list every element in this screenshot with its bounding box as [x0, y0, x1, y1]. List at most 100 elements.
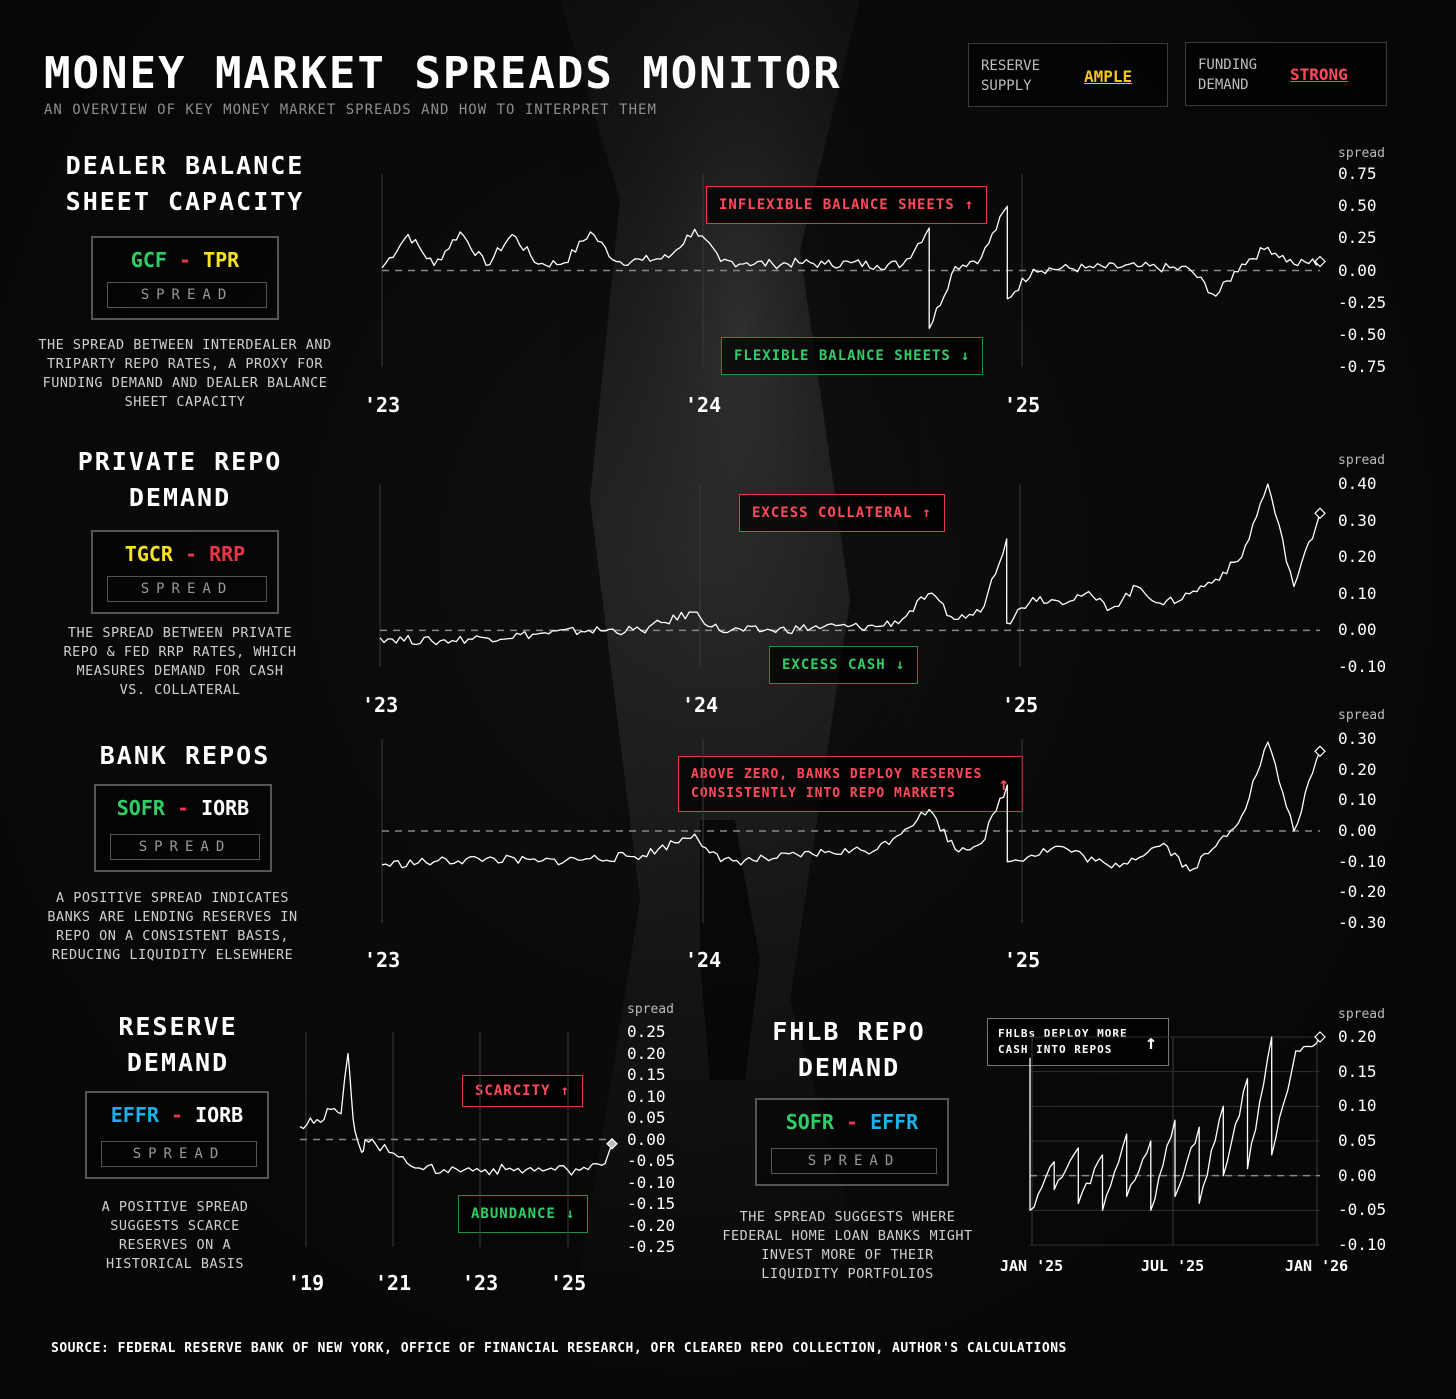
desc-line: FEDERAL HOME LOAN BANKS MIGHT [722, 1228, 973, 1244]
dealer-callout-up: INFLEXIBLE BALANCE SHEETS ↑ [706, 186, 988, 224]
spread-tag: SPREAD [110, 834, 260, 860]
y-tick-label: -0.50 [1338, 324, 1387, 344]
callout-text-line-2: CONSISTENTLY INTO REPO MARKETS [691, 786, 956, 801]
reserve-formula: EFFR - IORB [87, 1103, 267, 1127]
desc-line: REPO & FED RRP RATES, WHICH [63, 644, 297, 660]
desc-line: THE SPREAD BETWEEN INTERDEALER AND [38, 337, 332, 353]
x-tick-label: JUL '25 [1141, 1257, 1205, 1275]
y-tick-label: -0.05 [627, 1151, 676, 1170]
source-note: SOURCE: FEDERAL RESERVE BANK OF NEW YORK… [51, 1341, 1067, 1356]
series-line [299, 1052, 613, 1176]
fhlb-title-line-2: DEMAND [797, 1053, 901, 1082]
bank-title-line-1: BANK REPOS [99, 741, 271, 770]
private-section-title: PRIVATE REPO DEMAND [30, 444, 330, 516]
spread-tag: SPREAD [771, 1148, 937, 1174]
bank-section-title: BANK REPOS [30, 738, 340, 774]
y-tick-label: 0.05 [1338, 1131, 1377, 1150]
desc-line: VS. COLLATERAL [119, 682, 241, 698]
callout-text: FLEXIBLE BALANCE SHEETS [734, 348, 951, 364]
y-tick-label: -0.20 [627, 1215, 676, 1235]
arrow-down-icon: ↓ [895, 657, 906, 673]
arrow-up-icon: ↑ [560, 1083, 570, 1099]
x-tick-label: '23 [362, 693, 399, 717]
x-tick-label: '25 [1002, 693, 1039, 717]
y-tick-label: 0.00 [1338, 620, 1377, 640]
y-tick-label: -0.75 [1338, 357, 1387, 376]
callout-text-line-2: CASH INTO REPOS [998, 1043, 1113, 1056]
x-tick-label: '19 [288, 1271, 325, 1295]
formula-right: EFFR [870, 1110, 919, 1134]
y-tick-label: 0.10 [1338, 1096, 1377, 1116]
y-tick-label: 0.10 [1338, 583, 1377, 603]
y-tick-label: 0.20 [1338, 1027, 1377, 1046]
desc-line: REDUCING LIQUIDITY ELSEWHERE [51, 947, 294, 963]
y-tick-label: 0.15 [1338, 1061, 1377, 1081]
y-tick-label: -0.25 [627, 1237, 676, 1256]
spread-tag: SPREAD [107, 282, 267, 308]
formula-right: IORB [195, 1103, 244, 1127]
desc-line: THE SPREAD SUGGESTS WHERE [739, 1209, 956, 1225]
fhlb-callout-up: FHLBs DEPLOY MORE CASH INTO REPOS ↑ [987, 1018, 1169, 1066]
formula-minus: - [170, 1103, 184, 1127]
reserve-formula-box: EFFR - IORB SPREAD [85, 1091, 269, 1179]
y-tick-label: 0.25 [627, 1022, 666, 1041]
y-tick-label: 0.30 [1338, 510, 1377, 530]
formula-left: TGCR [124, 542, 173, 566]
desc-line: TRIPARTY REPO RATES, A PROXY FOR [46, 356, 324, 372]
x-tick-label: '23 [364, 393, 401, 417]
y-tick-label: -0.20 [1338, 882, 1387, 902]
dealer-formula-box: GCF - TPR SPREAD [91, 236, 279, 320]
dealer-description: THE SPREAD BETWEEN INTERDEALER AND TRIPA… [20, 336, 350, 412]
callout-text: EXCESS COLLATERAL [752, 505, 913, 521]
fhlb-description: THE SPREAD SUGGESTS WHERE FEDERAL HOME L… [705, 1208, 990, 1284]
series-line [381, 741, 1321, 872]
private-formula: TGCR - RRP [93, 542, 277, 566]
funding-demand-label-1: FUNDING [1198, 57, 1258, 73]
y-tick-label: 0.20 [1338, 759, 1377, 779]
x-tick-label: '25 [1004, 393, 1041, 417]
desc-line: SUGGESTS SCARCE [110, 1218, 240, 1234]
latest-value-marker [606, 1137, 618, 1150]
formula-right: TPR [203, 248, 240, 272]
reserve-supply-status: RESERVE SUPPLY AMPLE [968, 43, 1168, 107]
bank-formula-box: SOFR - IORB SPREAD [94, 784, 272, 872]
x-tick-label: JAN '25 [1000, 1257, 1064, 1275]
formula-right: RRP [209, 542, 246, 566]
y-tick-label: 0.05 [627, 1108, 666, 1127]
y-tick-label: 0.00 [627, 1129, 666, 1149]
x-tick-label: '23 [364, 948, 401, 972]
desc-line: FUNDING DEMAND AND DEALER BALANCE [42, 375, 328, 391]
reserve-supply-value: AMPLE [1084, 67, 1133, 86]
dealer-title-line-1: DEALER BALANCE [65, 151, 305, 180]
y-tick-label: 0.75 [1338, 164, 1377, 183]
funding-demand-value: STRONG [1290, 65, 1348, 84]
y-tick-label: -0.15 [627, 1194, 676, 1213]
y-tick-label: 0.40 [1338, 474, 1377, 493]
fhlb-section-title: FHLB REPO DEMAND [730, 1014, 968, 1086]
formula-minus: - [185, 542, 198, 566]
y-unit-label: spread [1338, 1007, 1385, 1022]
x-tick-label: '24 [682, 693, 719, 717]
desc-line: HISTORICAL BASIS [105, 1256, 245, 1272]
y-unit-label: spread [627, 1002, 674, 1017]
latest-value-marker [1314, 745, 1326, 758]
y-tick-label: 0.50 [1338, 196, 1377, 216]
spread-tag: SPREAD [101, 1141, 257, 1167]
reserve-description: A POSITIVE SPREAD SUGGESTS SCARCE RESERV… [70, 1198, 280, 1274]
x-tick-label: '25 [1004, 948, 1041, 972]
desc-line: INVEST MORE OF THEIR [761, 1247, 934, 1263]
desc-line: REPO ON A CONSISTENT BASIS, [56, 928, 289, 944]
funding-demand-status: FUNDING DEMAND STRONG [1185, 42, 1387, 106]
y-tick-label: 0.25 [1338, 228, 1377, 248]
page-title: MONEY MARKET SPREADS MONITOR [44, 48, 842, 99]
series-line [1029, 1036, 1321, 1211]
reserve-section-title: RESERVE DEMAND [40, 1009, 316, 1081]
formula-left: GCF [130, 248, 167, 272]
dealer-section-title: DEALER BALANCE SHEET CAPACITY [30, 148, 340, 220]
reserve-supply-label-2: SUPPLY [981, 78, 1032, 94]
fhlb-formula: SOFR - EFFR [757, 1110, 947, 1134]
series-line [379, 483, 1321, 646]
callout-text: SCARCITY [475, 1083, 551, 1099]
